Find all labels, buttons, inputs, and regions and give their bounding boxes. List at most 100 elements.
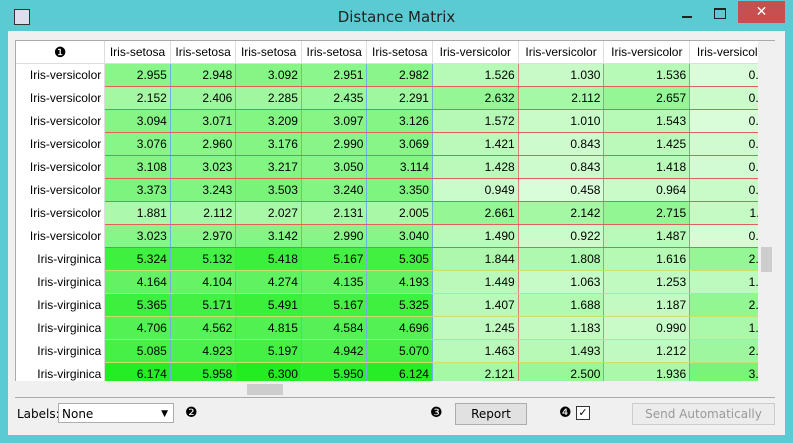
row-label: Iris-versicolor [16, 201, 106, 225]
row-label: Iris-versicolor [16, 178, 106, 202]
corner-header: ❶ [16, 41, 106, 64]
table-row: Iris-versicolor 2.955 2.948 3.092 2.951 2.982… [16, 63, 759, 87]
table-row: Iris-virginica 5.324 5.132 5.418 5.167 5.305 1… [16, 247, 759, 271]
cell: 2.990 [301, 224, 368, 248]
cell: 0.843 [518, 155, 605, 179]
cell: 5.305 [366, 247, 433, 271]
cell: 1.449 [432, 270, 519, 294]
cell: 1.487 [603, 224, 691, 248]
maximize-button[interactable] [714, 8, 726, 19]
column-header: Iris-setosa [301, 41, 368, 64]
cell: 2.955 [104, 63, 171, 87]
cell: 5.491 [235, 293, 302, 317]
cell: 0.458 [518, 178, 605, 202]
cell: 3.069 [366, 132, 433, 156]
row-label: Iris-versicolor [16, 224, 106, 248]
cell: 1.536 [603, 63, 691, 87]
cell: 3.092 [235, 63, 302, 87]
cell: 5.418 [235, 247, 302, 271]
row-label: Iris-versicolor [16, 109, 106, 133]
cell: 6.174 [104, 362, 171, 382]
row-label: Iris-versicolor [16, 86, 106, 110]
cell: 3.243 [170, 178, 237, 202]
table-row: Iris-virginica 4.706 4.562 4.815 4.584 4.696 1… [16, 316, 759, 340]
cell: 3.209 [235, 109, 302, 133]
cell: 3.217 [235, 155, 302, 179]
cell: 4.942 [301, 339, 368, 363]
cell: 2.990 [301, 132, 368, 156]
row-label: Iris-versicolor [16, 155, 106, 179]
horizontal-scrollbar[interactable] [15, 381, 775, 398]
cell: 2.35 [689, 339, 759, 363]
cell: 3.094 [104, 109, 171, 133]
labels-combo[interactable]: None ▼ [58, 403, 174, 423]
cell: 1.936 [603, 362, 691, 382]
cell: 1.421 [432, 132, 519, 156]
cell: 3.176 [235, 132, 302, 156]
cell: 1.844 [432, 247, 519, 271]
cell: 2.960 [170, 132, 237, 156]
cell: 2.970 [170, 224, 237, 248]
cell: 5.324 [104, 247, 171, 271]
table-row: Iris-versicolor 1.881 2.112 2.027 2.131 2.005… [16, 201, 759, 225]
row-label: Iris-virginica [16, 339, 106, 363]
cell: 1.407 [432, 293, 519, 317]
cell: 3.503 [235, 178, 302, 202]
scroll-thumb[interactable] [247, 384, 283, 395]
window-title: Distance Matrix [337, 8, 456, 26]
cell: 2.951 [301, 63, 368, 87]
cell: 3.071 [170, 109, 237, 133]
cell: 2.948 [170, 63, 237, 87]
column-header: Iris-versicolor [432, 41, 519, 64]
cell: 5.167 [301, 247, 368, 271]
cell: 0.66 [689, 155, 759, 179]
cell: 5.958 [170, 362, 237, 382]
cell: 2.715 [603, 201, 691, 225]
minimize-button[interactable] [682, 16, 692, 18]
distance-table: ❶ Iris-setosa Iris-setosa Iris-setosa Iris-s… [15, 40, 759, 382]
cell: 3.076 [104, 132, 171, 156]
table-row: Iris-versicolor 2.152 2.406 2.285 2.435 2.291… [16, 86, 759, 110]
cell: 4.193 [366, 270, 433, 294]
cell: 3.097 [301, 109, 368, 133]
cell: 1.95 [689, 316, 759, 340]
close-button[interactable]: ✕ [738, 1, 785, 23]
cell: 1.187 [603, 293, 691, 317]
cell: 1.11 [689, 201, 759, 225]
cell: 1.183 [518, 316, 605, 340]
cell: 2.500 [518, 362, 605, 382]
cell: 3.050 [301, 155, 368, 179]
cell: 1.463 [432, 339, 519, 363]
cell: 1.418 [603, 155, 691, 179]
cell: 1.245 [432, 316, 519, 340]
row-label: Iris-versicolor [16, 63, 106, 87]
cell: 6.124 [366, 362, 433, 382]
cell: 2.661 [432, 201, 519, 225]
column-header: Iris-setosa [104, 41, 171, 64]
scroll-thumb[interactable] [761, 247, 772, 272]
cell: 2.112 [518, 86, 605, 110]
cell: 5.167 [301, 293, 368, 317]
row-label: Iris-virginica [16, 316, 106, 340]
cell: 0.922 [518, 224, 605, 248]
marker: ❹ [559, 405, 572, 421]
cell: 1.688 [518, 293, 605, 317]
cell: 2.142 [518, 201, 605, 225]
cell: 3.114 [366, 155, 433, 179]
cell: 3.142 [235, 224, 302, 248]
cell: 0.964 [603, 178, 691, 202]
cell: 0.91 [689, 86, 759, 110]
table-row: Iris-virginica 5.085 4.923 5.197 4.942 5.070 1… [16, 339, 759, 363]
cell: 1.616 [603, 247, 691, 271]
vertical-scrollbar[interactable] [758, 40, 775, 382]
send-button[interactable]: Send Automatically [632, 403, 775, 425]
auto-send-checkbox[interactable]: ✓ [576, 406, 590, 420]
cell: 3.373 [104, 178, 171, 202]
cell: 4.706 [104, 316, 171, 340]
column-header: Iris-setosa [235, 41, 302, 64]
cell: 0.54 [689, 224, 759, 248]
cell: 2.632 [432, 86, 519, 110]
report-button[interactable]: Report [455, 403, 527, 425]
cell: 5.132 [170, 247, 237, 271]
